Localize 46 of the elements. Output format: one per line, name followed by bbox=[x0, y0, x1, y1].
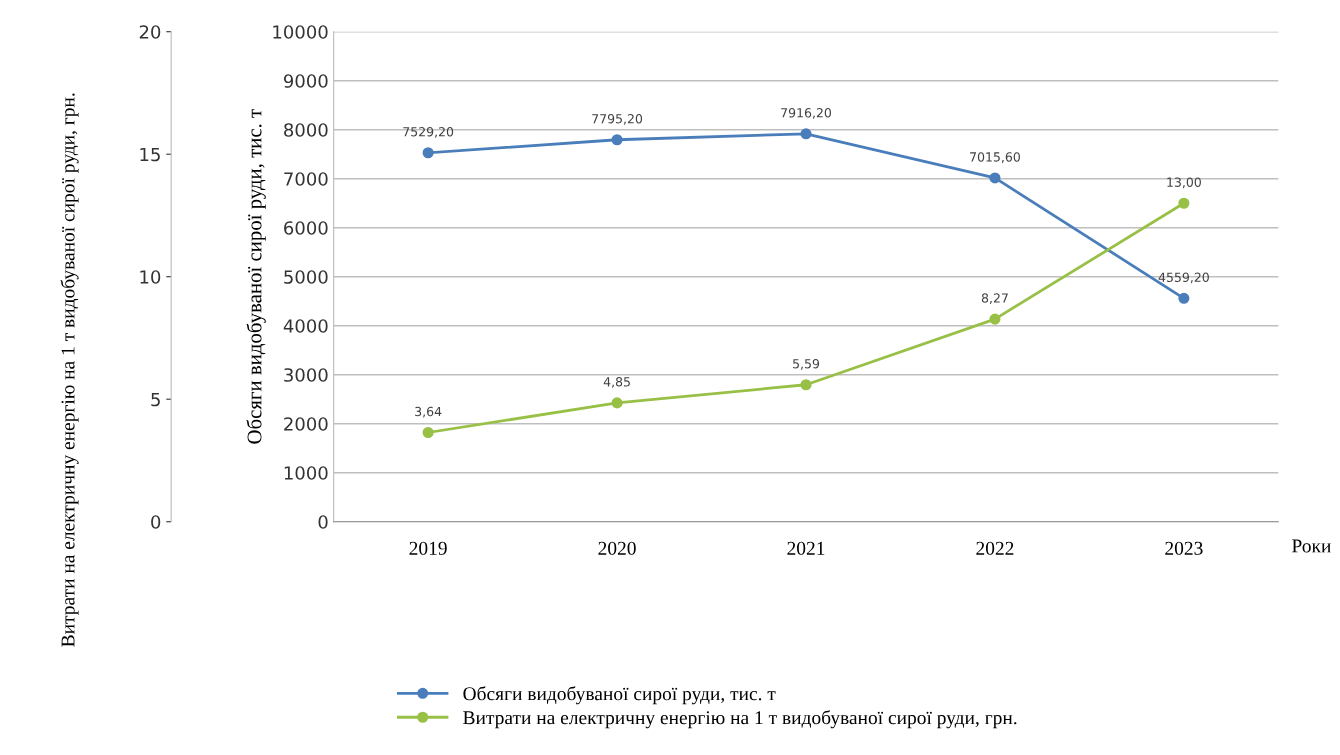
y2-tick-label: 0 bbox=[151, 515, 161, 529]
x-tick-label: 2022 bbox=[976, 541, 1014, 555]
point bbox=[800, 379, 812, 391]
point bbox=[800, 128, 812, 140]
x-tick-label: 2019 bbox=[409, 541, 447, 555]
x-tick-label: 2020 bbox=[598, 541, 636, 555]
x-tick-label: 2023 bbox=[1165, 541, 1203, 555]
point bbox=[611, 397, 623, 409]
point bbox=[1178, 197, 1190, 209]
y-tick-label: 9000 bbox=[283, 74, 328, 88]
data-label: 3,64 bbox=[415, 406, 442, 418]
x-axis-title: Роки bbox=[1292, 539, 1331, 553]
y-tick-label: 1000 bbox=[284, 466, 328, 480]
y2-tick-label: 5 bbox=[151, 392, 160, 407]
y-tick-label: 2000 bbox=[284, 417, 328, 431]
x-tick-label: 2021 bbox=[787, 541, 825, 555]
y-tick-label: 10000 bbox=[273, 25, 328, 39]
point bbox=[1178, 292, 1190, 304]
data-label: 7015,60 bbox=[970, 152, 1020, 163]
y2-tick-label: 20 bbox=[139, 25, 161, 39]
data-label: 4559,20 bbox=[1158, 272, 1209, 284]
legend-label: Обсяги видобуваної сирої руди, тис. т bbox=[463, 686, 776, 705]
data-label: 4,85 bbox=[603, 377, 630, 388]
y-tick-label: 5000 bbox=[284, 270, 328, 284]
data-label: 5,59 bbox=[793, 358, 820, 370]
y2-tick-label: 15 bbox=[140, 147, 160, 162]
data-label: 8,27 bbox=[981, 293, 1008, 305]
point bbox=[989, 172, 1001, 184]
point bbox=[422, 426, 434, 439]
y2-tick-label: 10 bbox=[140, 270, 161, 284]
data-label: 7529,20 bbox=[403, 127, 454, 138]
y-tick-label: 4000 bbox=[283, 319, 328, 333]
y-tick-label: 3000 bbox=[284, 368, 328, 382]
point bbox=[989, 313, 1001, 325]
data-label: 7916,20 bbox=[781, 108, 832, 119]
point bbox=[422, 147, 434, 159]
legend-label: Витрати на електричну енергію на 1 т видобуваної сирої руди, грн. bbox=[463, 710, 1017, 729]
y-tick-label: 0 bbox=[318, 515, 328, 529]
y-axis-title: Обсяги видобуваної сирої руди, тис. т bbox=[246, 109, 266, 444]
y-tick-label: 6000 bbox=[284, 221, 328, 235]
point bbox=[611, 134, 623, 146]
y-tick-label: 7000 bbox=[284, 172, 328, 186]
y-tick-label: 8000 bbox=[284, 123, 328, 137]
y2-axis-title: Витрати на електричну енергію на 1 т видобуваної сирої руди, грн. bbox=[60, 93, 79, 647]
data-label: 13,00 bbox=[1167, 177, 1201, 189]
data-label: 7795,20 bbox=[592, 113, 643, 125]
